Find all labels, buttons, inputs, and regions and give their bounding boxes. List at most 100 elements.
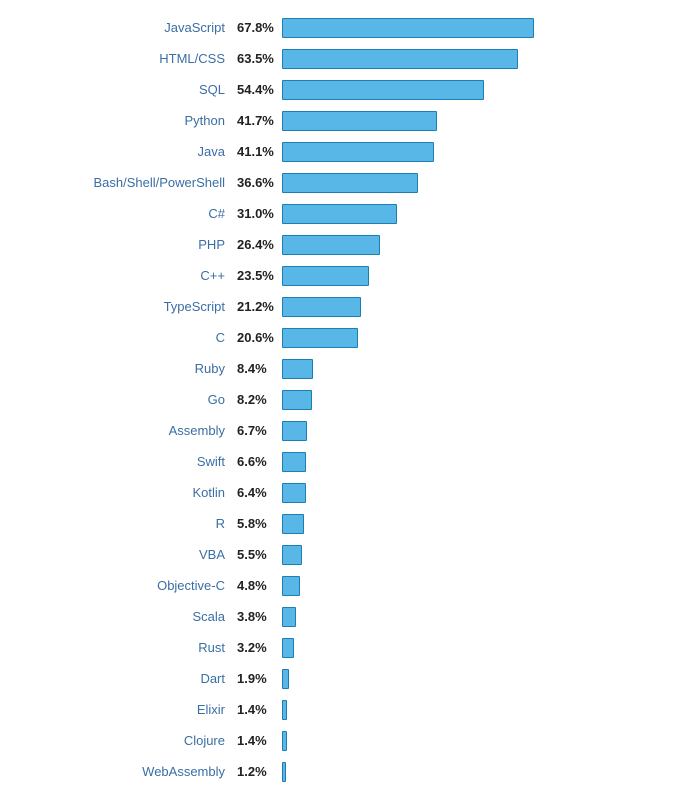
chart-row-label: TypeScript xyxy=(0,299,237,314)
chart-bar xyxy=(282,18,534,38)
chart-row-value: 8.4% xyxy=(237,361,282,376)
chart-row-label: C xyxy=(0,330,237,345)
chart-bar-track xyxy=(282,756,653,787)
chart-row-label: JavaScript xyxy=(0,20,237,35)
chart-row-value: 41.7% xyxy=(237,113,282,128)
chart-row-label: PHP xyxy=(0,237,237,252)
chart-bar xyxy=(282,359,313,379)
chart-row-value: 31.0% xyxy=(237,206,282,221)
chart-row-value: 20.6% xyxy=(237,330,282,345)
chart-row: WebAssembly1.2% xyxy=(0,756,653,787)
chart-row: Clojure1.4% xyxy=(0,725,653,756)
chart-bar-track xyxy=(282,663,653,694)
chart-row: C20.6% xyxy=(0,322,653,353)
chart-bar xyxy=(282,607,296,627)
chart-bar-track xyxy=(282,725,653,756)
chart-row: Ruby8.4% xyxy=(0,353,653,384)
chart-bar-track xyxy=(282,446,653,477)
chart-bar xyxy=(282,421,307,441)
chart-row-value: 6.7% xyxy=(237,423,282,438)
language-popularity-chart: JavaScript67.8%HTML/CSS63.5%SQL54.4%Pyth… xyxy=(0,0,673,799)
chart-bar-track xyxy=(282,291,653,322)
chart-row-value: 1.4% xyxy=(237,733,282,748)
chart-bar xyxy=(282,266,369,286)
chart-row-label: Go xyxy=(0,392,237,407)
chart-bar xyxy=(282,700,287,720)
chart-row-label: Java xyxy=(0,144,237,159)
chart-bar-track xyxy=(282,167,653,198)
chart-bar-track xyxy=(282,632,653,663)
chart-row: SQL54.4% xyxy=(0,74,653,105)
chart-row-value: 6.4% xyxy=(237,485,282,500)
chart-row: R5.8% xyxy=(0,508,653,539)
chart-row-label: Elixir xyxy=(0,702,237,717)
chart-bar xyxy=(282,328,358,348)
chart-bar xyxy=(282,762,286,782)
chart-bar-track xyxy=(282,384,653,415)
chart-row-label: Dart xyxy=(0,671,237,686)
chart-bar-track xyxy=(282,694,653,725)
chart-bar-track xyxy=(282,12,653,43)
chart-row-value: 8.2% xyxy=(237,392,282,407)
chart-row-label: VBA xyxy=(0,547,237,562)
chart-bar xyxy=(282,669,289,689)
chart-row-value: 5.8% xyxy=(237,516,282,531)
chart-bar-track xyxy=(282,260,653,291)
chart-row: Dart1.9% xyxy=(0,663,653,694)
chart-row: C++23.5% xyxy=(0,260,653,291)
chart-bar-track xyxy=(282,353,653,384)
chart-row-value: 63.5% xyxy=(237,51,282,66)
chart-bar xyxy=(282,49,518,69)
chart-row-label: Swift xyxy=(0,454,237,469)
chart-bar xyxy=(282,390,312,410)
chart-row-label: Bash/Shell/PowerShell xyxy=(0,175,237,190)
chart-bar-track xyxy=(282,570,653,601)
chart-bar xyxy=(282,111,437,131)
chart-bar xyxy=(282,173,418,193)
chart-row-value: 54.4% xyxy=(237,82,282,97)
chart-bar xyxy=(282,297,361,317)
chart-row: HTML/CSS63.5% xyxy=(0,43,653,74)
chart-bar xyxy=(282,142,434,162)
chart-row-value: 21.2% xyxy=(237,299,282,314)
chart-bar-track xyxy=(282,136,653,167)
chart-row-label: HTML/CSS xyxy=(0,51,237,66)
chart-bar-track xyxy=(282,415,653,446)
chart-bar xyxy=(282,514,304,534)
chart-row: Go8.2% xyxy=(0,384,653,415)
chart-row: Python41.7% xyxy=(0,105,653,136)
chart-row-label: C++ xyxy=(0,268,237,283)
chart-bar xyxy=(282,80,484,100)
chart-row: TypeScript21.2% xyxy=(0,291,653,322)
chart-bar xyxy=(282,452,306,472)
chart-bar xyxy=(282,638,294,658)
chart-bar xyxy=(282,545,302,565)
chart-row: Assembly6.7% xyxy=(0,415,653,446)
chart-row-label: C# xyxy=(0,206,237,221)
chart-row-value: 3.2% xyxy=(237,640,282,655)
chart-row-label: Objective-C xyxy=(0,578,237,593)
chart-row: PHP26.4% xyxy=(0,229,653,260)
chart-row-value: 1.2% xyxy=(237,764,282,779)
chart-bar-track xyxy=(282,508,653,539)
chart-row: Java41.1% xyxy=(0,136,653,167)
chart-bar xyxy=(282,235,380,255)
chart-bar-track xyxy=(282,105,653,136)
chart-row: C#31.0% xyxy=(0,198,653,229)
chart-row-label: SQL xyxy=(0,82,237,97)
chart-row-value: 67.8% xyxy=(237,20,282,35)
chart-bar xyxy=(282,483,306,503)
chart-row: VBA5.5% xyxy=(0,539,653,570)
chart-row-value: 3.8% xyxy=(237,609,282,624)
chart-row-value: 4.8% xyxy=(237,578,282,593)
chart-row: Bash/Shell/PowerShell36.6% xyxy=(0,167,653,198)
chart-row-label: Clojure xyxy=(0,733,237,748)
chart-row-label: Kotlin xyxy=(0,485,237,500)
chart-row: Scala3.8% xyxy=(0,601,653,632)
chart-bar-track xyxy=(282,229,653,260)
chart-row-value: 5.5% xyxy=(237,547,282,562)
chart-bar xyxy=(282,576,300,596)
chart-row-value: 41.1% xyxy=(237,144,282,159)
chart-row-label: Python xyxy=(0,113,237,128)
chart-bar xyxy=(282,731,287,751)
